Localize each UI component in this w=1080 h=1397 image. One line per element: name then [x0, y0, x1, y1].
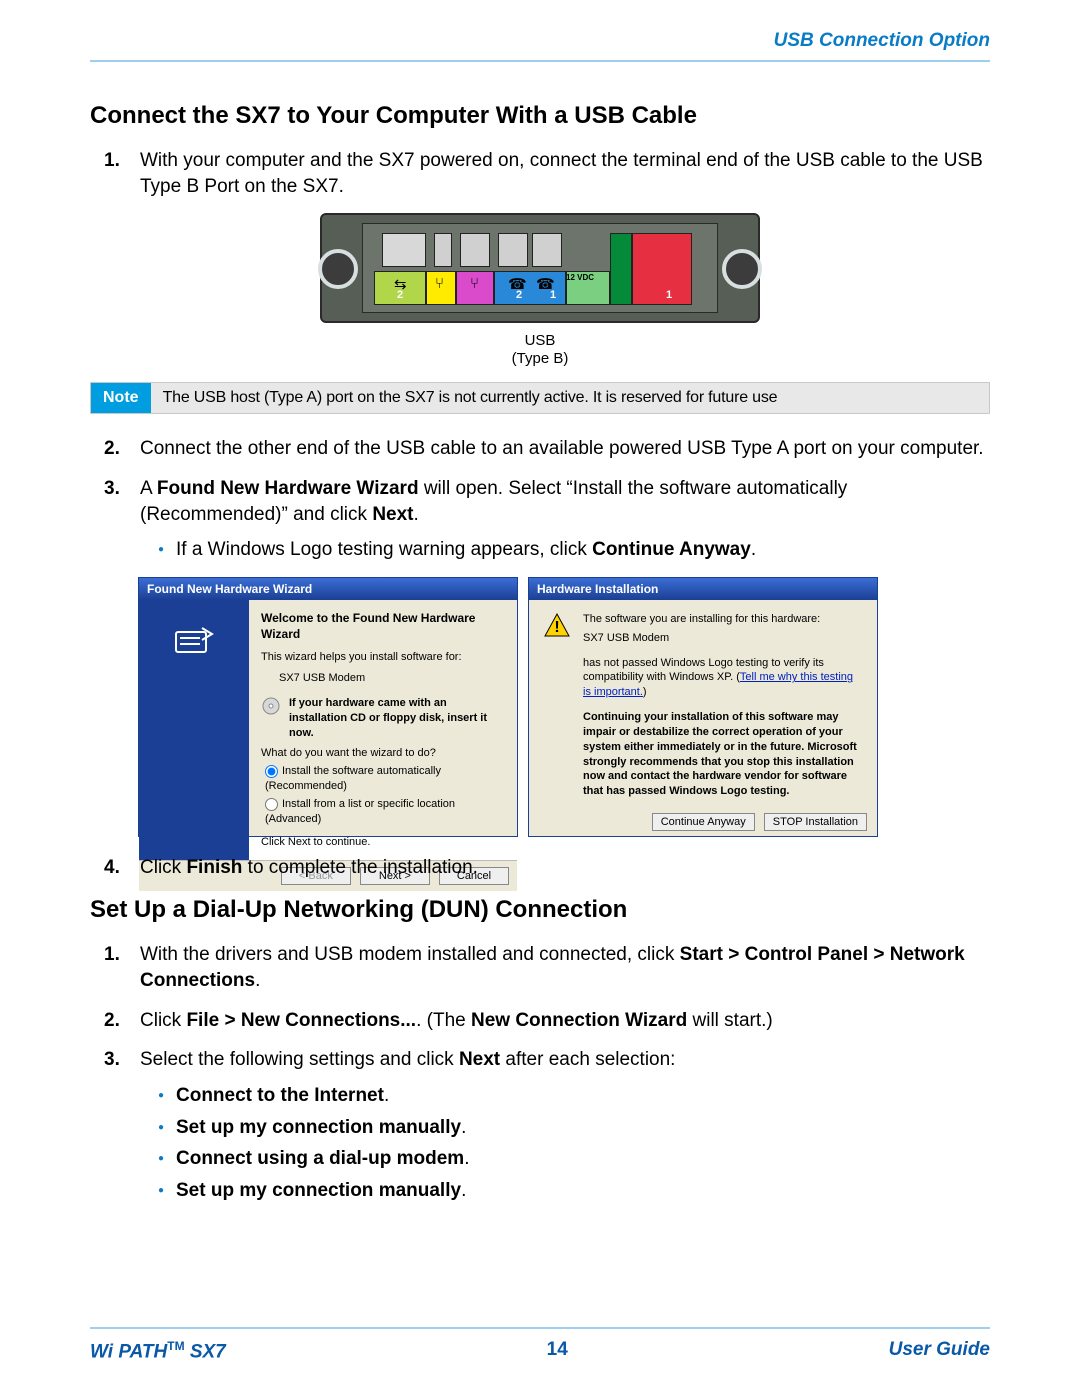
- note-box: Note The USB host (Type A) port on the S…: [90, 382, 990, 414]
- footer-product: Wi PATHTM SX7: [90, 1339, 226, 1363]
- antenna-connector-left: [318, 249, 358, 289]
- hwinstall-warning: Continuing your installation of this sof…: [583, 710, 863, 799]
- usb-b-port: [460, 233, 490, 267]
- wizard-device: SX7 USB Modem: [279, 671, 505, 686]
- section2-title: Set Up a Dial-Up Networking (DUN) Connec…: [90, 896, 990, 924]
- dun-step-1: 1. With the drivers and USB modem instal…: [140, 942, 990, 993]
- label-switch: [610, 233, 632, 305]
- stop-installation-button[interactable]: STOP Installation: [764, 813, 867, 831]
- step-3-text: A Found New Hardware Wizard will open. S…: [140, 478, 847, 525]
- hwinstall-line1: The software you are installing for this…: [583, 612, 863, 627]
- radio-auto[interactable]: [265, 765, 278, 778]
- dun-step-2-text: Click File > New Connections.... (The Ne…: [140, 1010, 773, 1031]
- dun-step-3-num: 3.: [104, 1047, 120, 1073]
- wizard-option-list[interactable]: Install from a list or specific location…: [265, 797, 505, 827]
- wizard-device-icon: [172, 618, 216, 662]
- usb-b-icon: ⑂: [470, 275, 479, 292]
- header-divider: [90, 60, 990, 62]
- wizard-cd-hint: If your hardware came with an installati…: [289, 696, 505, 741]
- step-1-text: With your computer and the SX7 powered o…: [140, 150, 983, 197]
- port-num-mid2: 1: [550, 289, 556, 301]
- dun-step-2-num: 2.: [104, 1008, 120, 1034]
- warning-icon: !: [543, 612, 571, 799]
- antenna-connector-right: [722, 249, 762, 289]
- rj-port-1: [498, 233, 528, 267]
- page-footer: Wi PATHTM SX7 14 User Guide: [90, 1327, 990, 1363]
- step-4-num: 4.: [104, 855, 120, 881]
- step-2-num: 2.: [104, 436, 120, 462]
- wizard-question: What do you want the wizard to do?: [261, 746, 505, 761]
- cd-icon: [261, 696, 281, 721]
- step-3-bullet: If a Windows Logo testing warning appear…: [158, 537, 990, 563]
- note-text: The USB host (Type A) port on the SX7 is…: [151, 383, 989, 413]
- wizard-helps: This wizard helps you install software f…: [261, 650, 505, 665]
- svg-text:!: !: [554, 619, 559, 636]
- wizard-dialog: Found New Hardware Wizard Welcome to the…: [138, 577, 518, 837]
- dun-bullet-4: Set up my connection manually.: [158, 1178, 990, 1204]
- wizard-click-next: Click Next to continue.: [261, 835, 505, 850]
- footer-guide: User Guide: [889, 1339, 990, 1363]
- power-label: 12 VDC: [566, 273, 594, 282]
- dun-step-2: 2. Click File > New Connections.... (The…: [140, 1008, 990, 1034]
- step-1-num: 1.: [104, 148, 120, 174]
- device-caption: USB(Type B): [90, 332, 990, 368]
- continue-anyway-button[interactable]: Continue Anyway: [652, 813, 755, 831]
- port-num-mid1: 2: [516, 289, 522, 301]
- port-num-left: 2: [397, 289, 403, 301]
- step-3-num: 3.: [104, 476, 120, 502]
- step-4-text: Click Finish to complete the installatio…: [140, 857, 478, 878]
- label-reset: [632, 233, 692, 305]
- device-illustration: ⇆ ⑂ ⑂ ☎ ☎ 12 VDC 2 2 1 1: [320, 213, 760, 323]
- hwinstall-device: SX7 USB Modem: [583, 631, 863, 646]
- hwinstall-dialog: Hardware Installation ! The software you…: [528, 577, 878, 837]
- hwinstall-titlebar: Hardware Installation: [529, 578, 877, 600]
- radio-list[interactable]: [265, 798, 278, 811]
- dun-bullet-2: Set up my connection manually.: [158, 1115, 990, 1141]
- step-2-text: Connect the other end of the USB cable t…: [140, 438, 984, 459]
- section1-title: Connect the SX7 to Your Computer With a …: [90, 102, 990, 130]
- dun-bullet-1: Connect to the Internet.: [158, 1083, 990, 1109]
- dun-step-1-num: 1.: [104, 942, 120, 968]
- step-2: 2. Connect the other end of the USB cabl…: [140, 436, 990, 462]
- step-4: 4. Click Finish to complete the installa…: [140, 855, 990, 881]
- dun-bullet-3: Connect using a dial-up modem.: [158, 1146, 990, 1172]
- dun-step-3-text: Select the following settings and click …: [140, 1049, 675, 1070]
- usb-icon: ⑂: [435, 275, 444, 292]
- usb-a-port: [434, 233, 452, 267]
- step-1: 1. With your computer and the SX7 powere…: [140, 148, 990, 199]
- step-3: 3. A Found New Hardware Wizard will open…: [140, 476, 990, 563]
- dun-step-3: 3. Select the following settings and cli…: [140, 1047, 990, 1203]
- wizard-welcome: Welcome to the Found New Hardware Wizard: [261, 610, 505, 642]
- wizard-side-graphic: [139, 600, 249, 860]
- ethernet-port: [382, 233, 426, 267]
- note-label: Note: [91, 383, 151, 413]
- wizard-option-auto[interactable]: Install the software automatically (Reco…: [265, 764, 505, 794]
- port-num-right: 1: [666, 289, 672, 301]
- wizard-titlebar: Found New Hardware Wizard: [139, 578, 517, 600]
- header-breadcrumb: USB Connection Option: [90, 30, 990, 52]
- footer-page-number: 14: [547, 1339, 568, 1363]
- rj-port-2: [532, 233, 562, 267]
- dun-step-1-text: With the drivers and USB modem installed…: [140, 944, 965, 991]
- hwinstall-line2: has not passed Windows Logo testing to v…: [583, 656, 863, 701]
